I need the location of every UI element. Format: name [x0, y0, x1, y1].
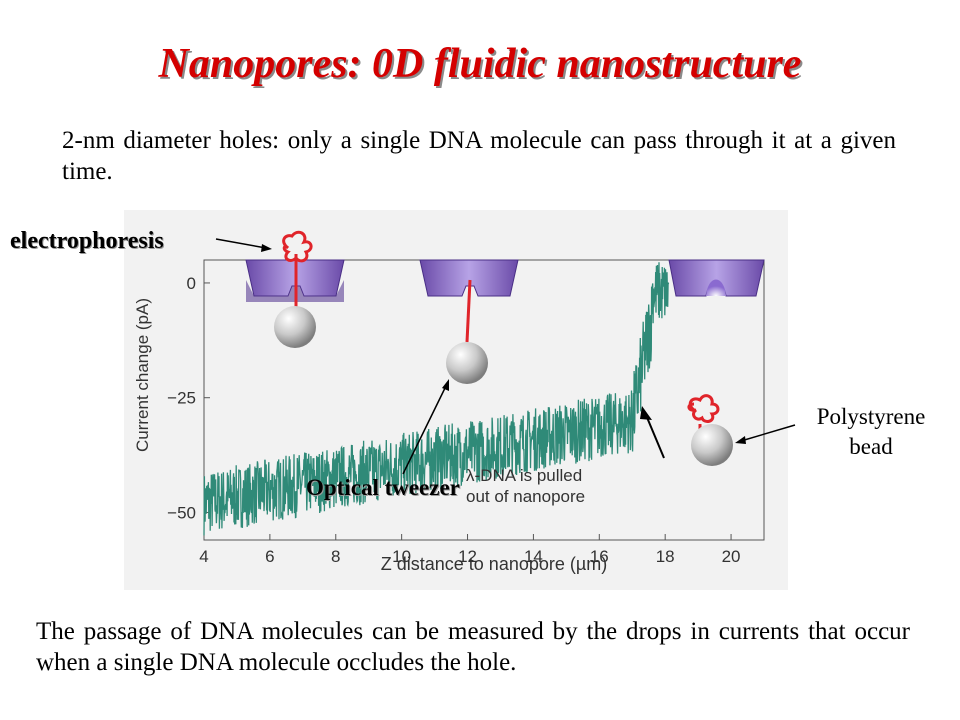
x-tick-label: 16: [590, 547, 609, 566]
x-tick-label: 18: [656, 547, 675, 566]
x-tick-label: 20: [722, 547, 741, 566]
nanopore-illustration-1: [245, 230, 345, 348]
y-axis-label: Current change (pA): [133, 298, 152, 452]
intro-text: 2-nm diameter holes: only a single DNA m…: [62, 127, 896, 185]
polystyrene-line-2: bead: [849, 434, 893, 459]
nanopore-illustration-3: [668, 259, 765, 297]
x-tick-label: 4: [199, 547, 208, 566]
y-tick-label: −25: [167, 389, 196, 408]
bead-1: [274, 306, 316, 348]
dna-strand-2: [465, 279, 472, 343]
nanopore-illustration-2: [419, 259, 519, 384]
x-tick-label: 12: [458, 547, 477, 566]
x-axis-label: Z distance to nanopore (µm): [381, 554, 607, 574]
conclusion-text: The passage of DNA molecules can be meas…: [36, 618, 910, 676]
polystyrene-line-1: Polystyrene: [816, 404, 926, 429]
x-tick-label: 6: [265, 547, 274, 566]
bead-2: [446, 342, 488, 384]
x-tick-label: 14: [524, 547, 543, 566]
y-tick-label: 0: [187, 274, 196, 293]
annotation-arrowhead: [640, 406, 652, 420]
x-tick-label: 8: [331, 547, 340, 566]
slide-title: Nanopores: 0D fluidic nanostructure: [158, 41, 802, 87]
bead-3: [691, 424, 733, 466]
annotation-line-1: λ-DNA is pulled: [466, 466, 582, 485]
electrophoresis-label: electrophoresis: [10, 228, 164, 254]
y-tick-label: −50: [167, 503, 196, 522]
chart-panel: 4 6 8 10 12 14 16 18 20 0 −25 −50 λ-DNA is pulled o…: [124, 210, 788, 590]
x-tick-label: 10: [392, 547, 411, 566]
axes-layer: 4 6 8 10 12 14 16 18 20 0 −25 −50: [167, 259, 765, 566]
free-dna-bead: [687, 394, 733, 466]
polystyrene-bead-label: Polystyrene bead: [796, 402, 946, 462]
annotation-arrow: [645, 414, 665, 459]
dna-coil-1: [282, 230, 313, 263]
optical-tweezer-label: Optical tweezer: [306, 475, 460, 500]
annotation-line-2: out of nanopore: [466, 487, 585, 506]
current-trace-chart: 4 6 8 10 12 14 16 18 20 0 −25 −50 λ-DNA is pulled o…: [133, 230, 765, 574]
